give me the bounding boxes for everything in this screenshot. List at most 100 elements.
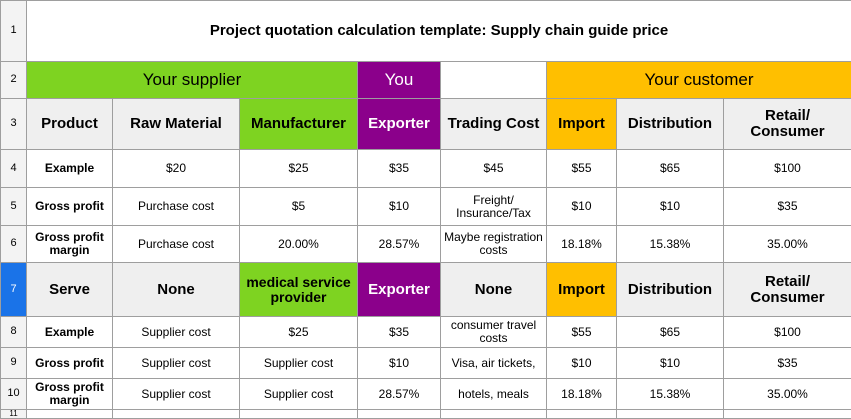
cell[interactable]: Visa, air tickets, (441, 348, 547, 379)
row-header[interactable]: 5 (1, 188, 27, 226)
cell[interactable]: $65 (617, 317, 724, 348)
cell[interactable]: Supplier cost (240, 348, 358, 379)
cell[interactable]: $10 (617, 348, 724, 379)
row-11: 11 (1, 410, 851, 419)
row-header[interactable]: 11 (1, 410, 27, 419)
row-header[interactable]: 8 (1, 317, 27, 348)
cell[interactable]: $10 (358, 188, 441, 226)
band-your-customer[interactable]: Your customer (547, 62, 851, 99)
cell[interactable]: $100 (724, 317, 851, 348)
row-1: 1 Project quotation calculation template… (1, 1, 851, 62)
band-you[interactable]: You (358, 62, 441, 99)
cell[interactable] (358, 410, 441, 419)
cell[interactable]: $25 (240, 317, 358, 348)
header-none[interactable]: None (113, 263, 240, 317)
cell[interactable]: 15.38% (617, 379, 724, 410)
cell[interactable] (441, 410, 547, 419)
cell[interactable]: Supplier cost (113, 348, 240, 379)
cell[interactable]: 35.00% (724, 226, 851, 263)
header-exporter[interactable]: Exporter (358, 263, 441, 317)
row-header-selected[interactable]: 7 (1, 263, 27, 317)
row-10: 10 Gross profit margin Supplier cost Sup… (1, 379, 851, 410)
cell[interactable]: $35 (358, 317, 441, 348)
row-8: 8 Example Supplier cost $25 $35 consumer… (1, 317, 851, 348)
row-2: 2 Your supplier You Your customer (1, 62, 851, 99)
row-9: 9 Gross profit Supplier cost Supplier co… (1, 348, 851, 379)
row-header[interactable]: 4 (1, 150, 27, 188)
cell[interactable] (617, 410, 724, 419)
row-5: 5 Gross profit Purchase cost $5 $10 Frei… (1, 188, 851, 226)
row-header[interactable]: 2 (1, 62, 27, 99)
cell[interactable]: 28.57% (358, 379, 441, 410)
cell[interactable]: Supplier cost (240, 379, 358, 410)
header-serve[interactable]: Serve (27, 263, 113, 317)
cell[interactable]: $10 (547, 348, 617, 379)
cell[interactable]: consumer travel costs (441, 317, 547, 348)
cell[interactable]: 28.57% (358, 226, 441, 263)
cell[interactable] (724, 410, 851, 419)
sheet-title[interactable]: Project quotation calculation template: … (27, 1, 851, 62)
header-trading-cost[interactable]: Trading Cost (441, 99, 547, 150)
row-header[interactable]: 6 (1, 226, 27, 263)
cell[interactable]: Gross profit margin (27, 379, 113, 410)
cell[interactable]: Supplier cost (113, 379, 240, 410)
header-exporter[interactable]: Exporter (358, 99, 441, 150)
header-import[interactable]: Import (547, 99, 617, 150)
header-none[interactable]: None (441, 263, 547, 317)
cell[interactable]: Example (27, 150, 113, 188)
cell[interactable]: Gross profit (27, 188, 113, 226)
row-6: 6 Gross profit margin Purchase cost 20.0… (1, 226, 851, 263)
header-distribution[interactable]: Distribution (617, 99, 724, 150)
cell[interactable]: $35 (358, 150, 441, 188)
cell[interactable]: Gross profit (27, 348, 113, 379)
row-4: 4 Example $20 $25 $35 $45 $55 $65 $100 (1, 150, 851, 188)
cell[interactable]: $10 (358, 348, 441, 379)
header-retail-consumer[interactable]: Retail/ Consumer (724, 263, 851, 317)
cell[interactable]: $5 (240, 188, 358, 226)
cell[interactable] (240, 410, 358, 419)
cell[interactable]: $25 (240, 150, 358, 188)
cell[interactable]: 18.18% (547, 226, 617, 263)
header-distribution[interactable]: Distribution (617, 263, 724, 317)
cell[interactable]: Maybe registration costs (441, 226, 547, 263)
row-header[interactable]: 9 (1, 348, 27, 379)
cell[interactable] (547, 410, 617, 419)
header-medical-service-provider[interactable]: medical service provider (240, 263, 358, 317)
band-blank-cell[interactable] (441, 62, 547, 99)
cell[interactable]: 18.18% (547, 379, 617, 410)
cell[interactable]: $100 (724, 150, 851, 188)
cell[interactable] (27, 410, 113, 419)
header-manufacturer[interactable]: Manufacturer (240, 99, 358, 150)
cell[interactable]: $55 (547, 150, 617, 188)
header-retail-consumer[interactable]: Retail/ Consumer (724, 99, 851, 150)
cell[interactable]: Gross profit margin (27, 226, 113, 263)
cell[interactable]: $10 (547, 188, 617, 226)
cell[interactable]: $20 (113, 150, 240, 188)
row-7: 7 Serve None medical service provider Ex… (1, 263, 851, 317)
cell[interactable]: Freight/ Insurance/Tax (441, 188, 547, 226)
header-raw-material[interactable]: Raw Material (113, 99, 240, 150)
cell[interactable] (113, 410, 240, 419)
cell[interactable]: $35 (724, 188, 851, 226)
cell[interactable]: $10 (617, 188, 724, 226)
cell[interactable]: 15.38% (617, 226, 724, 263)
cell[interactable]: Supplier cost (113, 317, 240, 348)
row-header[interactable]: 3 (1, 99, 27, 150)
header-product[interactable]: Product (27, 99, 113, 150)
cell[interactable]: Example (27, 317, 113, 348)
row-header[interactable]: 10 (1, 379, 27, 410)
cell[interactable]: Purchase cost (113, 226, 240, 263)
header-import[interactable]: Import (547, 263, 617, 317)
cell[interactable]: hotels, meals (441, 379, 547, 410)
cell[interactable]: 20.00% (240, 226, 358, 263)
cell[interactable]: 35.00% (724, 379, 851, 410)
cell[interactable]: $65 (617, 150, 724, 188)
cell[interactable]: $45 (441, 150, 547, 188)
row-header[interactable]: 1 (1, 1, 27, 62)
cell[interactable]: $55 (547, 317, 617, 348)
band-your-supplier[interactable]: Your supplier (27, 62, 358, 99)
cell[interactable]: Purchase cost (113, 188, 240, 226)
cell[interactable]: $35 (724, 348, 851, 379)
